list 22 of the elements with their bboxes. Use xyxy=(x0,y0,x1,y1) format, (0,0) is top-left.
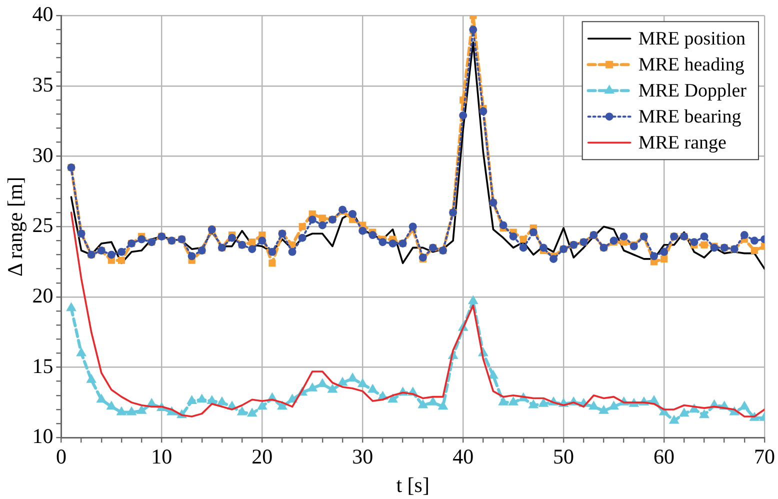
y-tick-label: 30 xyxy=(32,142,54,167)
legend-label: MRE position xyxy=(638,28,746,50)
x-tick-label: 70 xyxy=(754,444,775,469)
y-axis-title: Δ range [m] xyxy=(3,176,28,277)
legend-label: MRE heading xyxy=(638,54,745,76)
y-tick-label: 25 xyxy=(32,213,54,238)
x-tick-label: 60 xyxy=(654,444,675,469)
x-tick-label: 20 xyxy=(252,444,273,469)
y-tick-label: 40 xyxy=(32,2,54,26)
x-tick-label: 0 xyxy=(56,444,66,469)
x-tick-label: 50 xyxy=(553,444,574,469)
x-tick-label: 10 xyxy=(151,444,172,469)
legend-label: MRE bearing xyxy=(638,106,742,128)
legend-label: MRE range xyxy=(638,132,726,154)
legend-label: MRE Doppler xyxy=(638,80,748,102)
y-tick-label: 15 xyxy=(32,354,54,378)
x-axis-title: t [s] xyxy=(396,472,430,497)
x-tick-label: 30 xyxy=(352,444,374,469)
y-tick-label: 35 xyxy=(32,72,54,96)
y-tick-label: 10 xyxy=(32,424,54,448)
x-tick-label: 40 xyxy=(452,444,474,469)
y-tick-label: 20 xyxy=(32,283,54,308)
